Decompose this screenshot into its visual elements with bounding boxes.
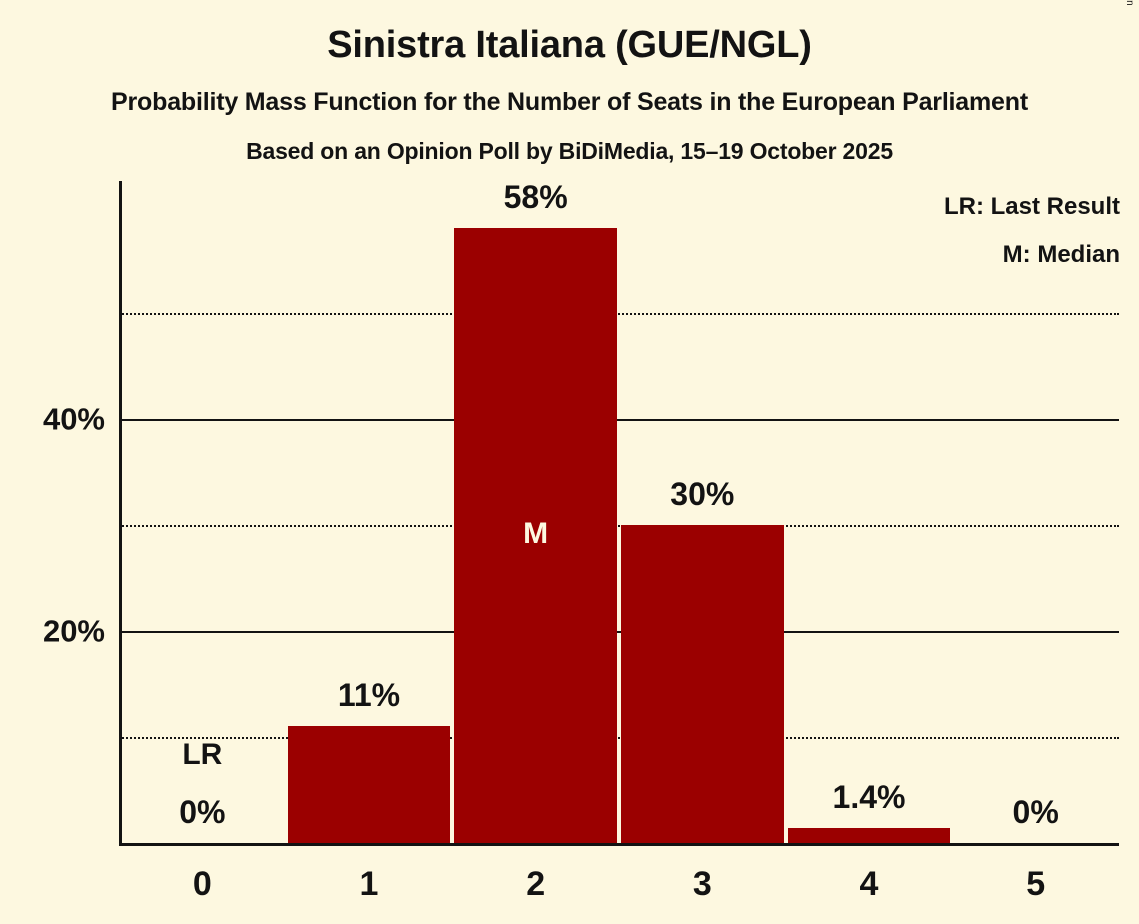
gridline-50 [119, 312, 1119, 315]
bar-4 [787, 828, 951, 843]
x-axis-label-0: 0 [192, 865, 212, 903]
bar-marker-2: M [523, 516, 549, 550]
bar-value-label-3: 30% [670, 475, 735, 512]
chart-subtitle: Probability Mass Function for the Number… [111, 88, 1028, 116]
legend-item-median: M: Median [1002, 241, 1120, 268]
legend: LR: Last Result M: Median [944, 183, 1120, 279]
y-axis-label-20: 20% [42, 613, 105, 649]
bar-marker-0: LR [182, 738, 223, 771]
bar-1 [287, 726, 451, 843]
gridline-10 [119, 736, 1119, 739]
bar-3 [621, 524, 784, 843]
y-axis-line [119, 181, 122, 846]
x-axis-label-4: 4 [859, 865, 879, 903]
page-title: Sinistra Italiana (GUE/NGL) [327, 24, 812, 66]
gridline-20 [119, 630, 1119, 633]
copyright-notice: © 2025 Filip van Laenen [1121, 0, 1137, 6]
bar-value-label-1: 11% [337, 677, 401, 714]
x-axis-line [119, 843, 1119, 846]
x-axis-label-1: 1 [359, 865, 379, 903]
bar-2 [454, 227, 617, 843]
bar-value-label-2: 58% [503, 178, 568, 215]
x-axis-tick-labels: 0 1 2 3 4 5 [119, 862, 1119, 912]
x-axis-label-5: 5 [1026, 865, 1046, 903]
x-axis-label-2: 2 [526, 865, 546, 903]
bar-value-label-5: 0% [1012, 794, 1059, 830]
bar-value-label-4: 1.4% [832, 779, 906, 816]
y-axis-label-40: 40% [42, 401, 105, 437]
x-axis-label-3: 3 [692, 865, 712, 903]
gridline-30 [119, 524, 1119, 527]
plot-area: 0% LR 11% 58% M 30% 1.4% 0% 40% 20% [43, 178, 1119, 846]
legend-item-last-result: LR: Last Result [943, 193, 1120, 220]
chart-source-note: Based on an Opinion Poll by BiDiMedia, 1… [246, 138, 893, 164]
bar-value-label-0: 0% [179, 794, 226, 830]
gridline-40 [119, 418, 1119, 421]
